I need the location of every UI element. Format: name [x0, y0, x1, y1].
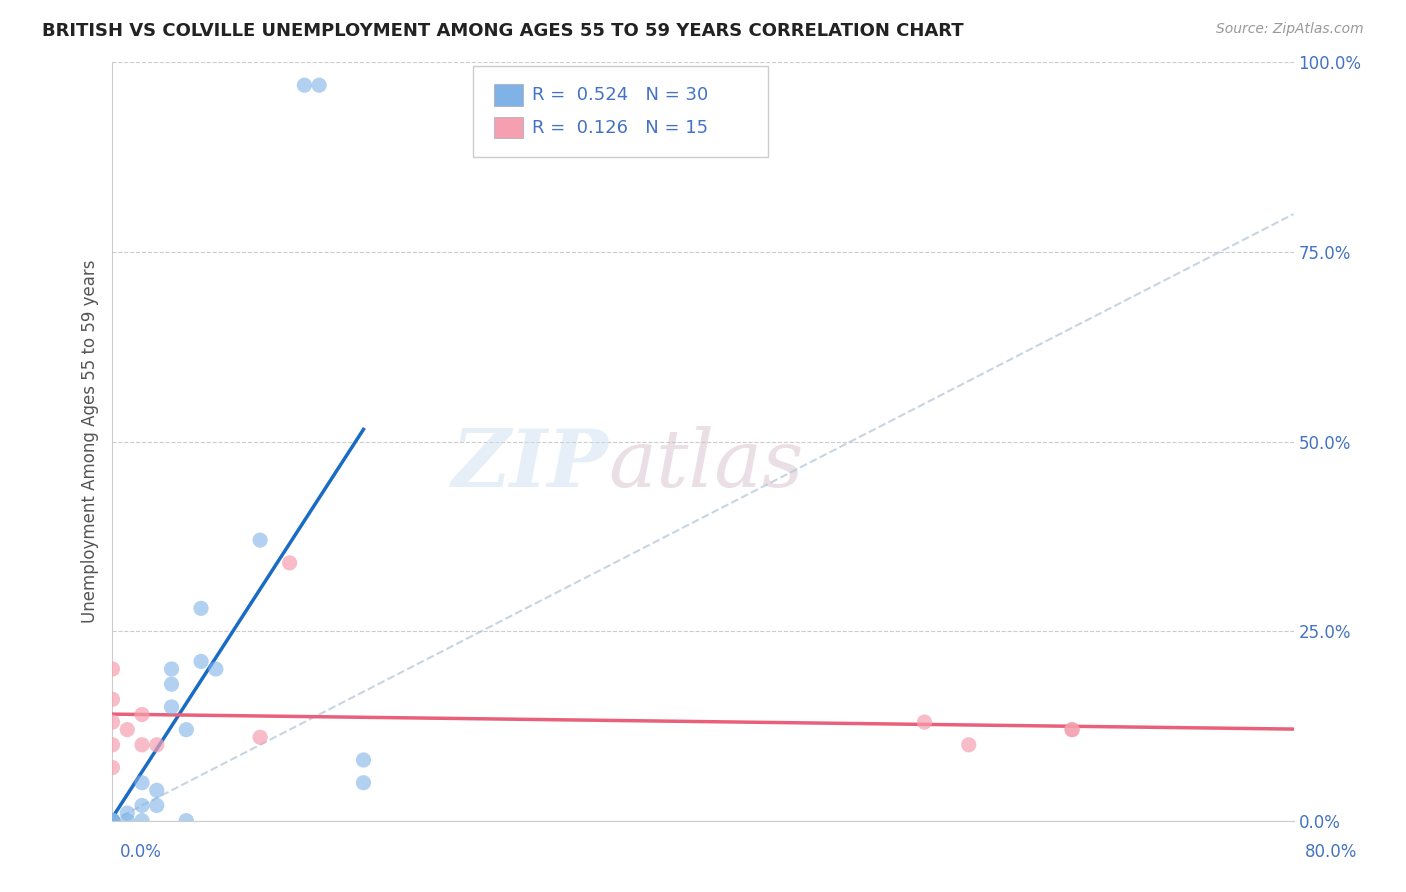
Point	[131, 798, 153, 813]
Point	[101, 692, 124, 706]
Point	[101, 814, 124, 828]
Point	[174, 814, 197, 828]
Point	[101, 814, 124, 828]
Point	[101, 814, 124, 828]
Point	[249, 533, 271, 548]
Point	[146, 738, 169, 752]
Text: BRITISH VS COLVILLE UNEMPLOYMENT AMONG AGES 55 TO 59 YEARS CORRELATION CHART: BRITISH VS COLVILLE UNEMPLOYMENT AMONG A…	[42, 22, 963, 40]
Point	[308, 78, 330, 92]
Point	[205, 662, 228, 676]
Text: ZIP: ZIP	[451, 425, 609, 503]
Point	[101, 760, 124, 774]
Text: atlas: atlas	[609, 425, 804, 503]
Text: Source: ZipAtlas.com: Source: ZipAtlas.com	[1216, 22, 1364, 37]
Point	[160, 662, 183, 676]
Y-axis label: Unemployment Among Ages 55 to 59 years: Unemployment Among Ages 55 to 59 years	[80, 260, 98, 624]
Point	[131, 738, 153, 752]
Point	[101, 814, 124, 828]
Point	[174, 723, 197, 737]
Point	[101, 715, 124, 730]
Text: R =  0.524   N = 30: R = 0.524 N = 30	[531, 86, 709, 104]
Point	[160, 677, 183, 691]
Point	[1062, 723, 1084, 737]
Point	[131, 776, 153, 790]
Point	[101, 814, 124, 828]
Point	[101, 814, 124, 828]
Point	[146, 798, 169, 813]
Point	[957, 738, 980, 752]
Point	[914, 715, 936, 730]
FancyBboxPatch shape	[494, 85, 523, 105]
Point	[352, 753, 374, 767]
Point	[190, 655, 212, 669]
Point	[101, 738, 124, 752]
Text: R =  0.126   N = 15: R = 0.126 N = 15	[531, 119, 707, 136]
FancyBboxPatch shape	[494, 117, 523, 138]
Point	[278, 556, 301, 570]
Point	[101, 814, 124, 828]
Point	[1062, 723, 1084, 737]
Point	[101, 814, 124, 828]
FancyBboxPatch shape	[472, 66, 768, 157]
Point	[146, 783, 169, 797]
Point	[117, 723, 138, 737]
Point	[117, 806, 138, 821]
Point	[131, 707, 153, 722]
Point	[190, 601, 212, 615]
Point	[117, 814, 138, 828]
Point	[249, 730, 271, 744]
Point	[352, 776, 374, 790]
Text: 0.0%: 0.0%	[120, 843, 162, 861]
Point	[101, 814, 124, 828]
Text: 80.0%: 80.0%	[1305, 843, 1357, 861]
Point	[131, 814, 153, 828]
Point	[101, 662, 124, 676]
Point	[101, 814, 124, 828]
Point	[292, 78, 315, 92]
Point	[160, 699, 183, 714]
